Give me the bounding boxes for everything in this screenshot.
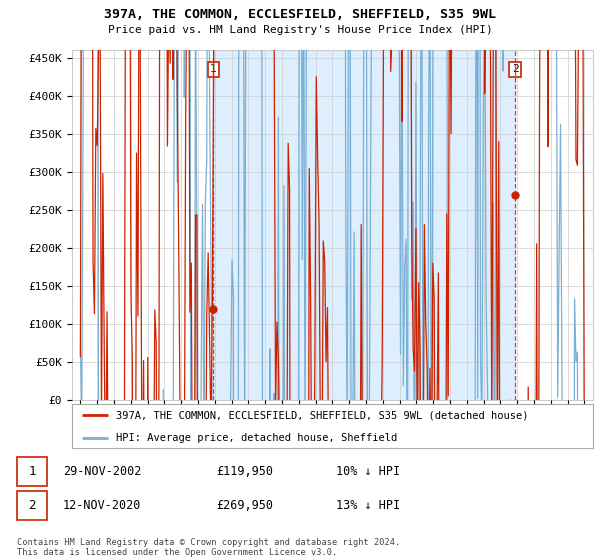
Text: 2: 2 bbox=[28, 498, 35, 512]
Text: Contains HM Land Registry data © Crown copyright and database right 2024.
This d: Contains HM Land Registry data © Crown c… bbox=[17, 538, 400, 557]
Text: 397A, THE COMMON, ECCLESFIELD, SHEFFIELD, S35 9WL (detached house): 397A, THE COMMON, ECCLESFIELD, SHEFFIELD… bbox=[116, 410, 529, 420]
Text: 1: 1 bbox=[28, 465, 35, 478]
Bar bbox=[213, 50, 515, 400]
Text: 397A, THE COMMON, ECCLESFIELD, SHEFFIELD, S35 9WL: 397A, THE COMMON, ECCLESFIELD, SHEFFIELD… bbox=[104, 8, 496, 21]
Text: 10% ↓ HPI: 10% ↓ HPI bbox=[336, 465, 400, 478]
Text: 1: 1 bbox=[210, 64, 217, 74]
Text: 2: 2 bbox=[512, 64, 518, 74]
Text: £269,950: £269,950 bbox=[216, 498, 273, 512]
Text: 13% ↓ HPI: 13% ↓ HPI bbox=[336, 498, 400, 512]
Text: Price paid vs. HM Land Registry's House Price Index (HPI): Price paid vs. HM Land Registry's House … bbox=[107, 25, 493, 35]
Text: £119,950: £119,950 bbox=[216, 465, 273, 478]
Text: HPI: Average price, detached house, Sheffield: HPI: Average price, detached house, Shef… bbox=[116, 433, 398, 444]
Text: 29-NOV-2002: 29-NOV-2002 bbox=[63, 465, 142, 478]
Text: 12-NOV-2020: 12-NOV-2020 bbox=[63, 498, 142, 512]
